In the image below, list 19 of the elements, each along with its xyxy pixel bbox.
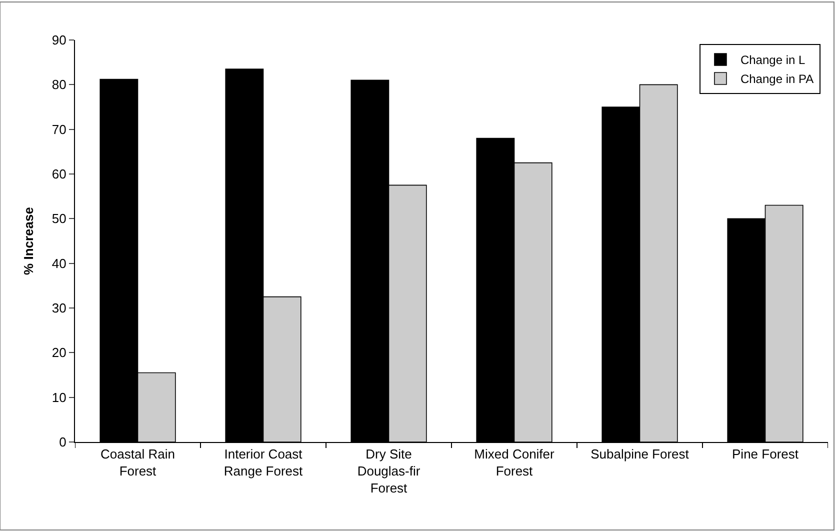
y-axis-title: % Increase xyxy=(20,207,36,275)
y-tick-label: 70 xyxy=(52,122,66,137)
y-tick-label: 90 xyxy=(52,32,66,48)
x-tick-label: Mixed Conifer Forest xyxy=(474,446,556,478)
legend-label: Change in L xyxy=(740,53,806,68)
y-tick-label: 60 xyxy=(52,166,66,182)
y-tick-label: 0 xyxy=(59,434,66,450)
y-tick-label: 50 xyxy=(52,211,66,226)
x-tick-label: Dry Site Douglas-fir Forest xyxy=(357,446,421,496)
x-tick-label: Coastal Rain Forest xyxy=(100,446,175,478)
y-tick-label: 40 xyxy=(52,256,66,271)
y-tick-label: 20 xyxy=(52,345,66,360)
y-tick-label: 30 xyxy=(52,300,66,316)
y-tick-label: 10 xyxy=(52,390,66,405)
x-tick-label: Interior Coast Range Forest xyxy=(224,446,304,478)
legend-label: Change in PA xyxy=(740,72,814,86)
x-tick-label: Pine Forest xyxy=(732,446,799,462)
y-tick-label: 80 xyxy=(52,77,66,92)
x-tick-label: Subalpine Forest xyxy=(590,446,690,462)
